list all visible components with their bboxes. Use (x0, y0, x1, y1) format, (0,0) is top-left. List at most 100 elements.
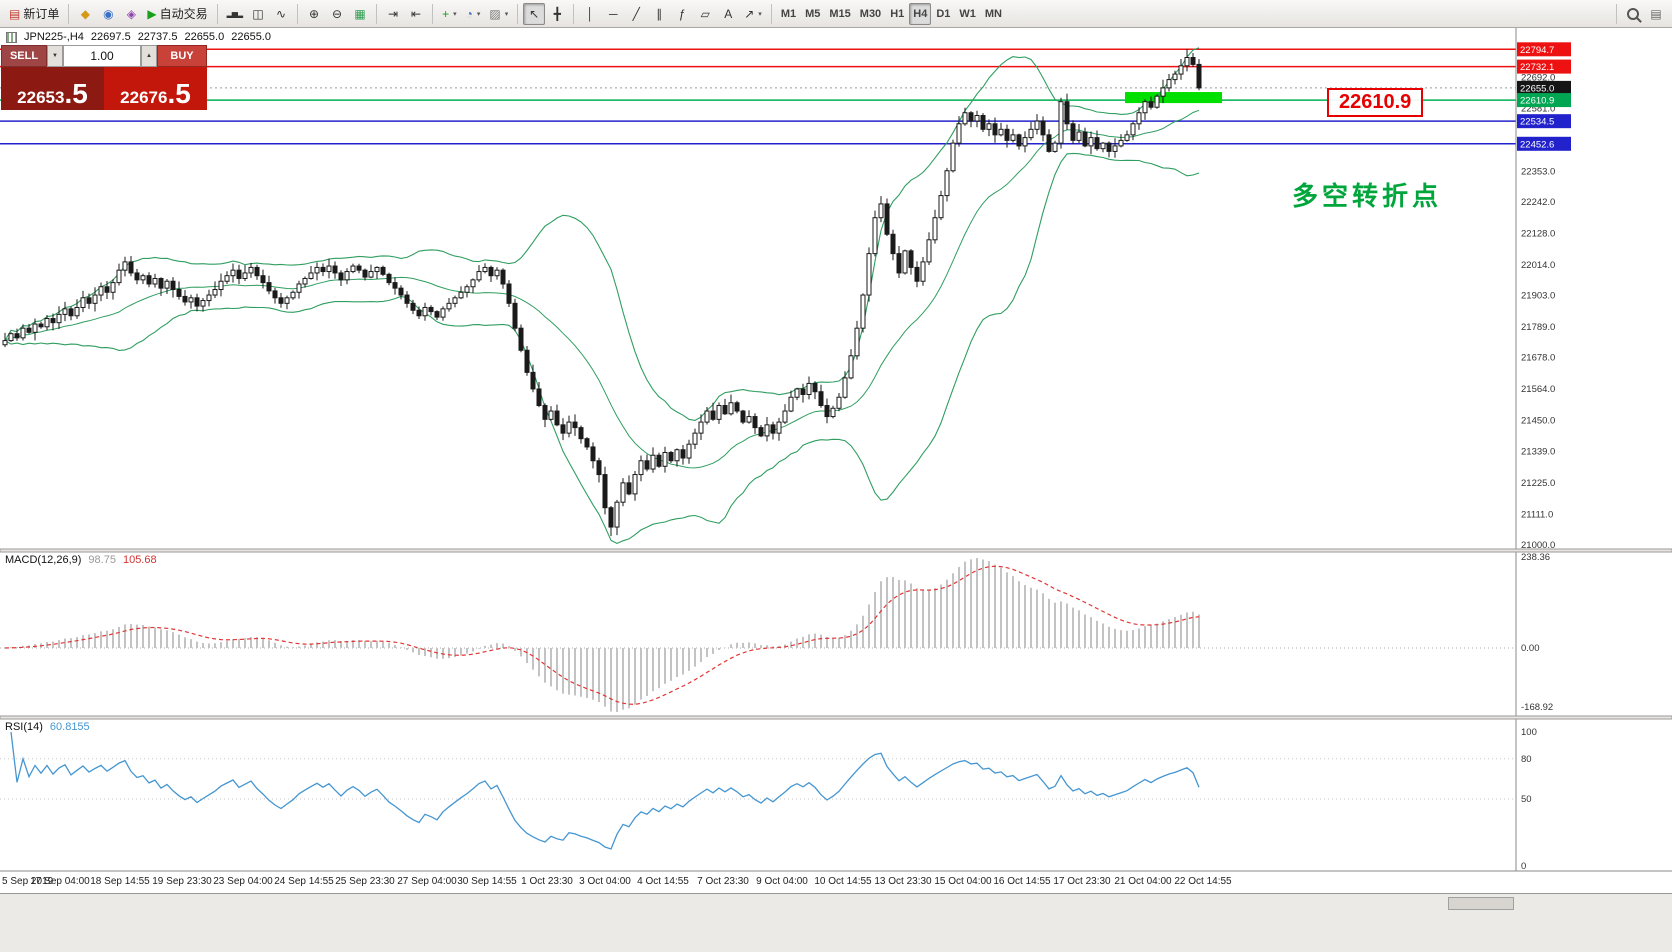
timeframe-h1-button[interactable]: H1 (886, 3, 908, 25)
auto-scroll-button[interactable]: ⇥ (382, 3, 404, 25)
indicators-button[interactable]: + ▾ (438, 3, 461, 25)
buy-price-button[interactable]: 22676.5 (104, 67, 207, 110)
bull-candle (212, 289, 218, 296)
bull-candle (806, 382, 812, 395)
horizontal-scrollbar[interactable] (1448, 897, 1514, 910)
macd-signal-line (4, 565, 1200, 705)
channel-button[interactable]: ∥ (648, 3, 670, 25)
sell-price-main: 22653 (17, 88, 65, 107)
line-chart-button[interactable]: ∿ (270, 3, 292, 25)
price-tick-label: 22692.0 (1521, 73, 1555, 84)
panel-splitter[interactable] (0, 715, 1672, 720)
bull-candle (662, 451, 668, 467)
bear-candle (416, 309, 422, 317)
toolbar-separator (68, 3, 70, 24)
chart-shift-button[interactable]: ⇤ (405, 3, 427, 25)
shapes-button[interactable]: ▱ (694, 3, 716, 25)
open-value: 22697.5 (90, 31, 131, 43)
candles-layer (2, 49, 1202, 537)
cursor-button[interactable]: ↖ (523, 2, 546, 25)
bar-chart-button[interactable]: ▂▅▂ (223, 3, 246, 25)
macd-label: MACD(12,26,9) (5, 554, 82, 566)
bull-candle (674, 449, 680, 462)
periods-button[interactable]: ◔ ▾ (462, 3, 485, 25)
bull-candle (374, 266, 380, 273)
zoom-in-button[interactable]: ⊕ (303, 3, 325, 25)
bull-candle (998, 128, 1004, 136)
bull-candle (98, 286, 104, 296)
navigator-icon: ◈ (126, 6, 136, 21)
bull-candle (242, 272, 248, 279)
trendline-button[interactable]: ╱ (625, 3, 647, 25)
highlight-zone-layer (1125, 92, 1222, 104)
chart-ohlc-header: JPN225-,H4 22697.5 22737.5 22655.0 22655… (6, 31, 271, 43)
bull-candle (650, 454, 656, 470)
panel-splitter[interactable] (0, 548, 1672, 553)
timeframe-m30-button[interactable]: M30 (856, 3, 885, 25)
bull-candle (188, 297, 194, 303)
bull-candle (1118, 139, 1124, 147)
timeframe-m1-button[interactable]: M1 (777, 3, 800, 25)
zoom-out-button[interactable]: ⊖ (326, 3, 348, 25)
timeframe-h4-button-label: H4 (913, 7, 928, 20)
auto-trading-button[interactable]: ▶ 自动交易 (143, 3, 211, 25)
vertical-line-button[interactable]: │ (579, 3, 601, 25)
new-order-button[interactable]: ▤ 新订单 (5, 3, 63, 25)
bull-candle (164, 280, 170, 289)
price-axis[interactable]: 22692.0 22581.0 22353.0 22242.0 22128.0 22014… (1517, 42, 1571, 551)
bear-candle (560, 424, 566, 434)
bull-candle (1010, 134, 1016, 141)
bull-candle (44, 318, 50, 328)
timeframe-m5-button[interactable]: M5 (801, 3, 824, 25)
templates-button[interactable]: ▨ ▾ (485, 3, 512, 25)
timeframe-w1-button[interactable]: W1 (955, 3, 980, 25)
price-tick-label: 21564.0 (1521, 384, 1555, 395)
sell-button[interactable]: SELL (1, 45, 47, 67)
bull-candle (782, 410, 788, 423)
volume-down-button[interactable]: ▼ (47, 45, 63, 67)
data-window-button[interactable]: ◉ (97, 3, 119, 25)
timeframe-m30-button-label: M30 (859, 7, 882, 20)
bear-candle (146, 275, 152, 285)
bear-candle (584, 438, 590, 448)
market-watch-button[interactable]: ◆ (74, 3, 96, 25)
timeframe-h4-button[interactable]: H4 (909, 2, 932, 25)
price-tick-label: 21225.0 (1521, 478, 1555, 489)
sell-price-button[interactable]: 22653.5 (1, 67, 104, 110)
text-label-button[interactable]: A (717, 3, 739, 25)
timeframe-d1-button[interactable]: D1 (932, 3, 954, 25)
rsi-panel: 100 80 50 0 (0, 727, 1537, 872)
buy-button[interactable]: BUY (157, 45, 207, 67)
candlestick-chart-button[interactable]: ◫ (247, 3, 269, 25)
crosshair-button[interactable]: ╋ (546, 3, 568, 25)
navigator-button[interactable]: ◈ (120, 3, 142, 25)
tile-windows-button[interactable]: ▦ (349, 3, 371, 25)
bull-candle (1154, 95, 1160, 108)
arrow-objects-button[interactable]: ↗ ▾ (740, 3, 766, 25)
bull-candle (878, 203, 884, 219)
bull-candle (962, 112, 968, 125)
pivot-price-label[interactable]: 22610.9 (1327, 88, 1424, 117)
horizontal-line-button[interactable]: ─ (602, 3, 624, 25)
dropdown-caret-icon: ▾ (504, 10, 509, 18)
time-tick-label: 15 Oct 04:00 (934, 876, 992, 887)
bull-candle (284, 297, 290, 304)
bear-candle (380, 266, 386, 275)
bull-candle (926, 239, 932, 263)
bull-candle (860, 294, 866, 329)
timeframe-mn-button[interactable]: MN (981, 3, 1006, 25)
fibonacci-button[interactable]: ƒ (671, 3, 693, 25)
dropdown-caret-icon: ▾ (453, 10, 457, 18)
volume-input[interactable] (63, 45, 141, 67)
window-list-button[interactable]: ▤ (1645, 3, 1667, 25)
bear-candle (554, 410, 560, 426)
vertical-line-icon: │ (586, 6, 594, 21)
time-tick-label: 27 Sep 04:00 (397, 876, 457, 887)
bear-candle (254, 266, 260, 277)
highlight-rectangle[interactable] (1125, 92, 1222, 104)
timeframe-m15-button[interactable]: M15 (825, 3, 854, 25)
volume-up-button[interactable]: ▲ (141, 45, 157, 67)
search-symbol-button[interactable] (1622, 3, 1644, 25)
